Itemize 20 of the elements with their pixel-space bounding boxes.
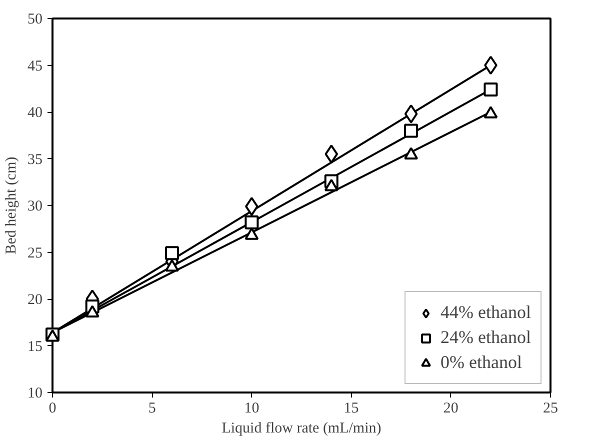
- x-tick-label: 0: [48, 400, 56, 416]
- y-tick-label: 10: [28, 386, 42, 402]
- y-axis-title: Bed height (cm): [4, 156, 20, 254]
- y-tick-label: 20: [28, 292, 42, 308]
- y-tick-label: 45: [28, 58, 42, 74]
- legend-label: 44% ethanol: [440, 302, 531, 323]
- x-tick-label: 10: [244, 400, 260, 416]
- x-tick-label: 25: [543, 400, 558, 416]
- y-tick-label: 25: [28, 245, 42, 262]
- y-tick-label: 30: [28, 198, 42, 214]
- y-tick-label: 50: [28, 12, 42, 28]
- x-tick-label: 5: [148, 400, 156, 416]
- x-tick-label: 20: [443, 400, 458, 416]
- legend-label: 0% ethanol: [440, 352, 522, 373]
- y-tick-label: 35: [28, 152, 42, 168]
- y-tick-label: 40: [28, 105, 42, 121]
- x-axis-title: Liquid flow rate (mL/min): [222, 420, 382, 436]
- legend-label: 24% ethanol: [440, 327, 531, 348]
- y-tick-label: 15: [28, 338, 42, 355]
- x-tick-label: 15: [344, 400, 359, 416]
